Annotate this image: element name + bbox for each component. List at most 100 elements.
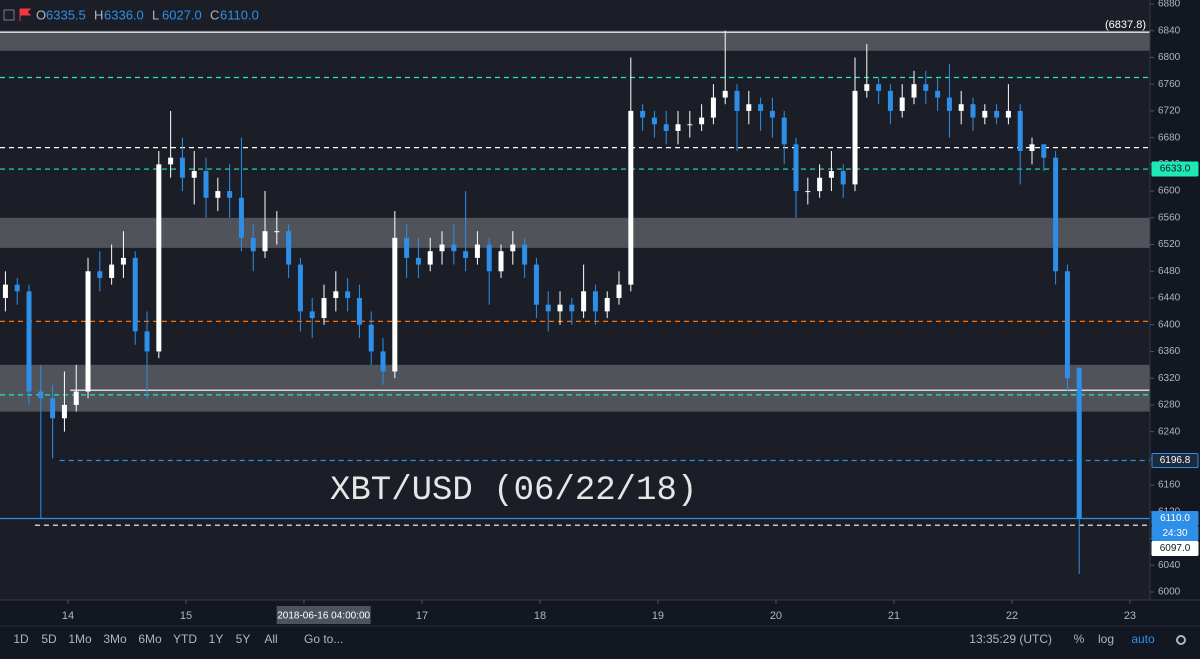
goto-button[interactable]: Go to...	[304, 632, 343, 646]
candle-body	[404, 237, 410, 258]
y-tick-label: 6440	[1158, 293, 1181, 304]
candle-body	[687, 124, 693, 126]
y-tick-label: 6840	[1158, 25, 1181, 36]
candle-body	[958, 104, 964, 111]
candle-body	[1064, 271, 1070, 379]
candle-body	[828, 171, 834, 178]
y-tick-label: 6240	[1158, 426, 1181, 437]
price-label: 6196.8	[1160, 455, 1191, 466]
ohlc-key: H	[94, 7, 103, 22]
candle-body	[286, 231, 292, 265]
price-label: 24:30	[1162, 528, 1187, 539]
legend-header: O 6335.5 H 6336.0 L 6027.0 C 6110.0	[3, 7, 259, 22]
y-tick-label: 6680	[1158, 132, 1181, 143]
candle-body	[616, 284, 622, 298]
candle-body	[168, 157, 174, 165]
range-button[interactable]: 1Mo	[68, 632, 92, 646]
candle-body	[120, 257, 126, 265]
candle-body	[793, 144, 799, 192]
candle-body	[262, 231, 268, 252]
x-tick-label: 22	[1006, 610, 1018, 622]
candle-body	[26, 291, 32, 392]
annotation: XBT/USD (06/22/18)	[330, 472, 697, 510]
candle-body	[274, 231, 280, 233]
candle-body	[132, 257, 138, 332]
x-tick-label: 19	[652, 610, 664, 622]
y-tick-label: 6760	[1158, 79, 1181, 90]
candle-body	[805, 191, 811, 193]
y-tick-label: 6320	[1158, 373, 1181, 384]
candle-body	[604, 298, 610, 312]
price-label-bg	[1151, 161, 1199, 177]
candle-body	[61, 404, 67, 419]
candle-body	[14, 284, 20, 292]
candle-body	[982, 110, 988, 118]
y-tick-label: 6800	[1158, 52, 1181, 63]
candle-body	[746, 104, 752, 111]
log-button[interactable]: log	[1098, 632, 1114, 646]
candle-body	[734, 90, 740, 111]
candle-body	[238, 197, 244, 238]
candle-body	[781, 117, 787, 145]
candle-body	[876, 84, 882, 91]
candle-body	[970, 104, 976, 118]
ohlc-value: 6110.0	[220, 7, 259, 22]
price-label: 6097.0	[1160, 543, 1191, 554]
zone	[0, 30, 1150, 51]
range-button[interactable]: 6Mo	[138, 632, 162, 646]
zone	[0, 217, 1150, 248]
price-label-bg	[1151, 526, 1199, 541]
candle-body	[451, 244, 457, 252]
candle-body	[1029, 144, 1035, 151]
candle-body	[675, 124, 681, 131]
flag-icon[interactable]	[19, 8, 32, 21]
range-button[interactable]: 3Mo	[103, 632, 127, 646]
y-tick-label: 6480	[1158, 266, 1181, 277]
price-label: 6110.0	[1160, 513, 1190, 524]
candle-body	[1017, 110, 1023, 151]
candle-body	[345, 291, 351, 298]
candle-body	[1005, 110, 1011, 118]
candle-body	[203, 171, 209, 198]
range-button[interactable]: YTD	[173, 632, 197, 646]
candle-body	[215, 191, 221, 198]
y-tick-label: 6400	[1158, 319, 1181, 330]
candle-body	[2, 284, 8, 298]
candle-body	[38, 391, 44, 399]
plot-area	[0, 0, 1150, 600]
candle-body	[191, 171, 197, 178]
candle-body	[581, 291, 587, 312]
candle-body	[486, 244, 492, 272]
settings-icon[interactable]	[1176, 635, 1186, 645]
candle-body	[722, 90, 728, 98]
percent-button[interactable]: %	[1074, 632, 1085, 646]
y-tick-label: 6520	[1158, 239, 1181, 250]
y-tick-label: 6160	[1158, 480, 1181, 491]
candle-body	[769, 110, 775, 118]
y-tick-label: 6040	[1158, 560, 1181, 571]
auto-button[interactable]: auto	[1131, 632, 1155, 646]
candle-body	[817, 177, 823, 192]
candle-body	[73, 391, 79, 405]
candle-body	[510, 244, 516, 252]
candle-body	[97, 271, 103, 278]
crosshair-label-bg	[276, 606, 371, 624]
candle-body	[463, 251, 469, 258]
candle-body	[887, 90, 893, 111]
range-button[interactable]: 1D	[13, 632, 29, 646]
candle-body	[368, 324, 374, 352]
range-button[interactable]: 1Y	[209, 632, 224, 646]
menu-icon[interactable]	[3, 9, 15, 21]
candle-body	[923, 84, 929, 91]
candle-body	[380, 351, 386, 372]
range-button[interactable]: 5D	[41, 632, 57, 646]
candle-body	[227, 191, 233, 198]
range-button[interactable]: All	[264, 632, 277, 646]
candle-body	[911, 84, 917, 98]
candle-body	[85, 271, 91, 392]
range-button[interactable]: 5Y	[236, 632, 251, 646]
candle-body	[427, 251, 433, 265]
candle-body	[852, 90, 858, 185]
x-tick-label: 23	[1124, 610, 1136, 622]
